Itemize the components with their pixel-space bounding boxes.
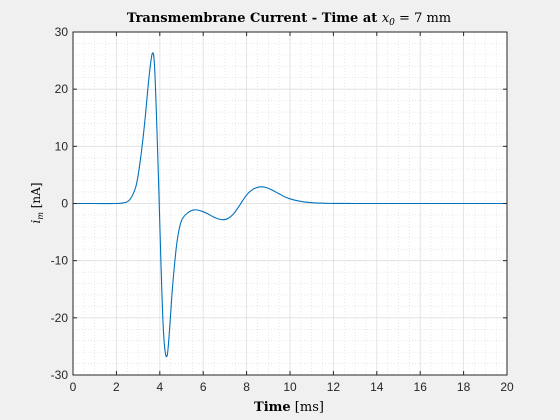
y-tick-label: -20 <box>51 311 69 325</box>
y-tick-label: -10 <box>51 254 69 268</box>
y-axis-label-var: i <box>29 220 43 224</box>
x-axis-label-bold: Time <box>254 400 291 415</box>
x-tick-label: 20 <box>500 380 514 394</box>
y-axis-label-sub: m <box>36 212 45 220</box>
x-tick-label: 10 <box>283 380 297 394</box>
y-axis-label-unit: [nA] <box>29 182 43 212</box>
x-tick-label: 12 <box>327 380 341 394</box>
y-tick-label: 20 <box>55 82 69 96</box>
x-axis-label-unit: [ms] <box>291 400 324 415</box>
y-tick-label: -30 <box>51 368 69 382</box>
x-tick-label: 4 <box>156 380 163 394</box>
y-axis-label: im [nA] <box>29 182 45 223</box>
ticks-layer: 0 2 4 6 8 10 12 14 16 18 20 -30 -20 -10 0 10 20 30 <box>51 25 514 394</box>
chart-title: Transmembrane Current - Time at x0 = 7 m… <box>127 11 451 28</box>
y-tick-label: 10 <box>55 139 69 153</box>
x-tick-label: 14 <box>370 380 384 394</box>
chart-title-suffix: = 7 mm <box>395 11 451 26</box>
x-axis-label: Time [ms] <box>254 400 324 415</box>
y-tick-label: 30 <box>55 25 69 39</box>
chart-title-sub: 0 <box>389 18 395 28</box>
series-line-0 <box>72 52 507 358</box>
x-tick-label: 8 <box>243 380 250 394</box>
x-tick-label: 18 <box>457 380 471 394</box>
x-tick-label: 16 <box>414 380 428 394</box>
x-tick-label: 0 <box>70 380 77 394</box>
x-tick-label: 2 <box>113 380 120 394</box>
chart-title-var: x <box>382 11 390 26</box>
series-layer <box>72 52 507 358</box>
y-tick-label: 0 <box>61 197 68 211</box>
chart-title-prefix: Transmembrane Current - Time at <box>127 11 382 26</box>
x-tick-label: 6 <box>200 380 207 394</box>
